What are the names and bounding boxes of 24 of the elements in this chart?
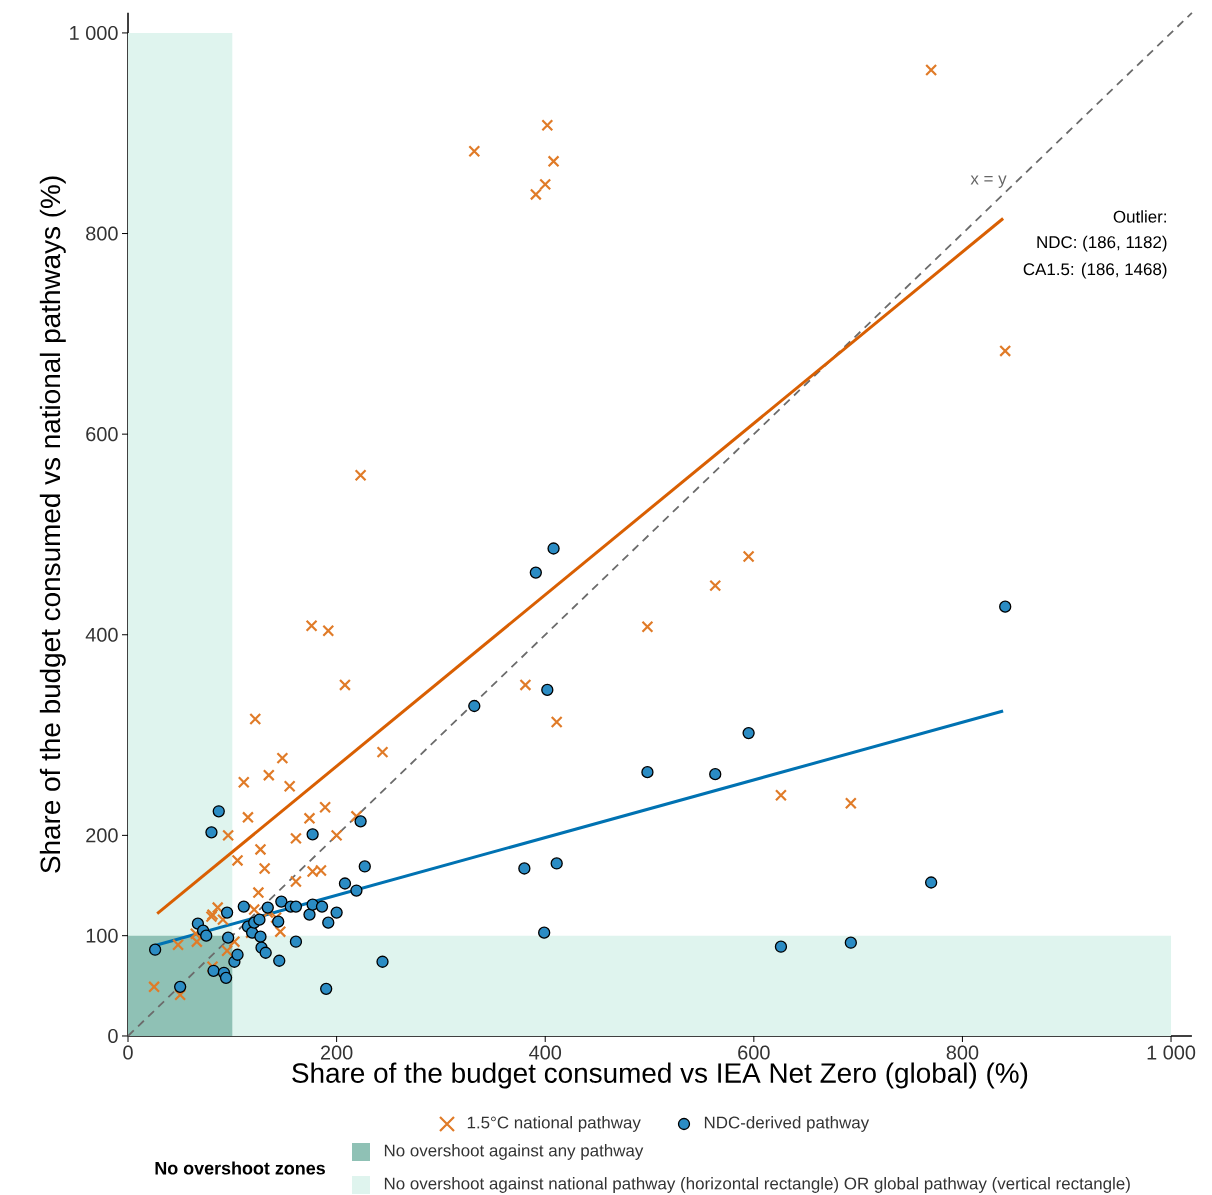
y-tick-label: 0: [108, 1028, 118, 1044]
x-tick-label: 0: [123, 1045, 133, 1060]
x-tick-label: 200: [320, 1045, 353, 1060]
legend-label: No overshoot against any pathway: [384, 1144, 644, 1160]
annotation: NDC: (186, 1182): [1037, 235, 1167, 252]
legend-label: No overshoot against national pathway (horizontal rectangle) OR global pathway (vertical rectangle): [384, 1177, 1130, 1193]
legend-label: NDC-derived pathway: [704, 1116, 870, 1132]
y-tick-label: 800: [86, 226, 118, 241]
x-tick-label: 800: [946, 1045, 979, 1060]
x-tick-label: 400: [529, 1045, 562, 1060]
x-tick-label: 1 000: [1147, 1045, 1196, 1060]
y-tick-label: 200: [86, 828, 118, 843]
x-tick-label: 600: [738, 1045, 770, 1060]
x-axis-title: Share of the budget consumed vs IEA Net Zero (global) (%): [292, 1062, 1028, 1089]
y-tick-label: 1 000: [70, 25, 118, 40]
y-tick-label: 100: [86, 928, 118, 943]
annotation: x = y: [970, 175, 1007, 188]
y-tick-label: 400: [85, 627, 118, 642]
annotation: CA1.5: (186, 1468): [1023, 262, 1167, 279]
legend-title: No overshoot zones: [155, 1161, 325, 1175]
y-tick-label: 600: [86, 427, 118, 442]
legend-label: 1.5°C national pathway: [467, 1116, 641, 1132]
annotation: Outlier:: [1113, 210, 1166, 223]
y-axis-title: Share of the budget consumed vs national pathways (%): [39, 176, 66, 873]
